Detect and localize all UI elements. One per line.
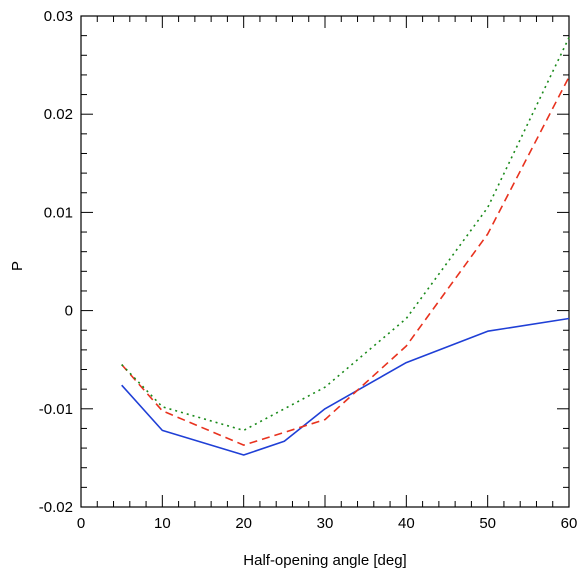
- y-tick-label: 0.01: [44, 204, 73, 221]
- y-axis-title: P: [9, 261, 26, 271]
- x-tick-label: 10: [154, 515, 171, 532]
- y-axis-ticks: -0.02 -0.01 0 0.01 0.02 0.03: [39, 8, 569, 516]
- plot-frame: [80, 15, 570, 508]
- x-axis-ticks: 0 10 20 30 40 50 60: [77, 16, 578, 532]
- plot-area: [80, 15, 570, 508]
- y-tick-label: 0.03: [44, 8, 73, 25]
- x-tick-label: 40: [398, 515, 415, 532]
- x-tick-label: 20: [235, 515, 252, 532]
- series-line-dotted: [121, 37, 570, 432]
- x-tick-label: 0: [77, 515, 85, 532]
- series-line-solid: [121, 317, 570, 456]
- series-layer: [121, 37, 570, 456]
- y-tick-label: -0.01: [39, 401, 73, 418]
- x-tick-label: 50: [479, 515, 496, 532]
- series-line-dashed: [121, 76, 570, 446]
- y-tick-label: 0.02: [44, 106, 73, 123]
- x-tick-label: 60: [561, 515, 578, 532]
- x-axis-title: Half-opening angle [deg]: [243, 552, 406, 569]
- y-tick-label: -0.02: [39, 499, 73, 516]
- y-tick-label: 0: [65, 303, 73, 320]
- x-tick-label: 30: [317, 515, 334, 532]
